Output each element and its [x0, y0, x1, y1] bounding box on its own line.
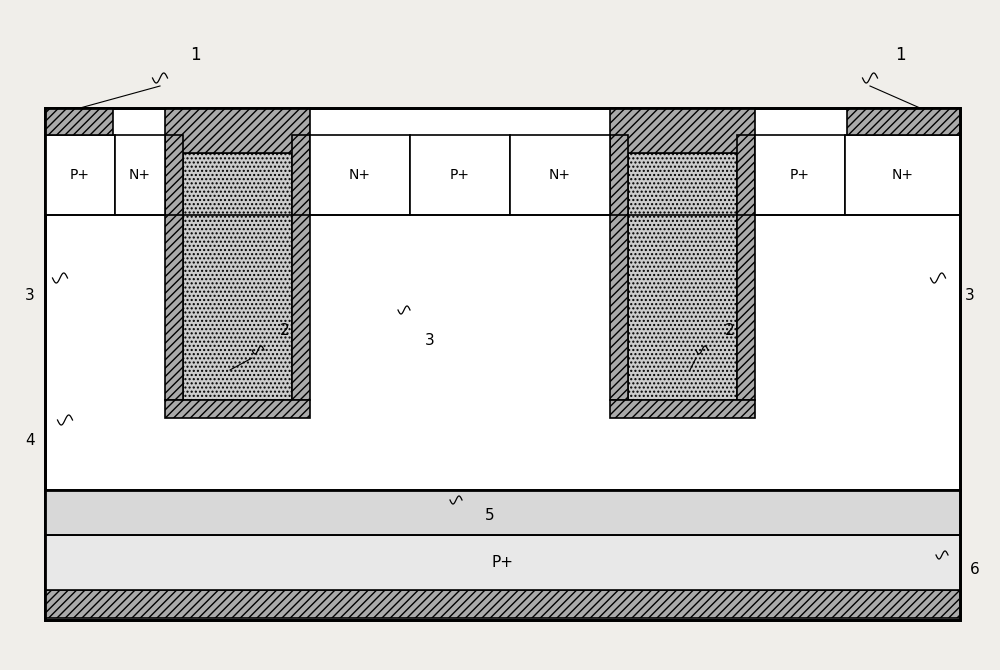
Bar: [165, 108, 310, 153]
Bar: [45, 135, 115, 215]
Bar: [165, 135, 183, 400]
Text: N+: N+: [549, 168, 571, 182]
Bar: [45, 535, 960, 590]
Text: N+: N+: [129, 168, 151, 182]
Bar: [292, 135, 310, 400]
Text: 3: 3: [25, 287, 35, 302]
Bar: [845, 135, 960, 215]
Text: 3: 3: [425, 332, 435, 348]
Text: N+: N+: [349, 168, 371, 182]
Text: 6: 6: [970, 563, 980, 578]
Bar: [510, 135, 610, 215]
Text: 4: 4: [25, 433, 35, 448]
Bar: [165, 400, 310, 418]
Bar: [610, 135, 628, 400]
Bar: [45, 590, 960, 618]
Text: 1: 1: [895, 46, 905, 64]
Text: P+: P+: [790, 168, 810, 182]
Bar: [115, 135, 165, 215]
Text: 2: 2: [725, 322, 735, 338]
Text: N+: N+: [892, 168, 914, 182]
Bar: [45, 490, 960, 535]
Bar: [628, 153, 737, 400]
Bar: [45, 108, 960, 620]
Text: P+: P+: [450, 168, 470, 182]
Bar: [45, 108, 113, 135]
Bar: [610, 108, 755, 153]
Bar: [737, 135, 755, 400]
Bar: [410, 135, 510, 215]
Text: P+: P+: [70, 168, 90, 182]
Bar: [847, 108, 960, 135]
Bar: [610, 400, 755, 418]
Bar: [755, 135, 845, 215]
Text: 2: 2: [280, 322, 290, 338]
Bar: [45, 108, 960, 620]
Text: 5: 5: [485, 507, 495, 523]
Text: P+: P+: [492, 555, 514, 570]
Text: 3: 3: [965, 287, 975, 302]
Text: 1: 1: [190, 46, 200, 64]
Bar: [310, 135, 410, 215]
Bar: [183, 153, 292, 400]
